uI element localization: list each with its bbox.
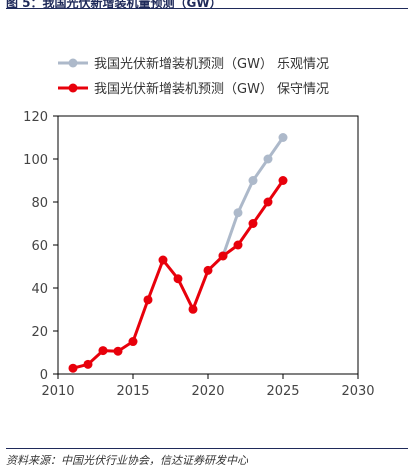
- figure-title: 图 5：我国光伏新增装机量预测（GW）: [6, 0, 222, 10]
- plot-area-frame: [57, 115, 359, 375]
- data-point: [158, 255, 168, 265]
- y-tick-label: 100: [23, 153, 48, 168]
- x-tick-label: 2010: [41, 384, 74, 399]
- data-point: [173, 274, 183, 284]
- data-point: [233, 208, 243, 218]
- y-tick-label: 20: [31, 325, 48, 340]
- data-point: [98, 346, 108, 356]
- x-tick-label: 2015: [116, 384, 149, 399]
- y-tick-label: 40: [31, 282, 48, 297]
- source-rule: [6, 448, 408, 449]
- series-line: [221, 136, 285, 257]
- series-conservative: [68, 176, 288, 373]
- data-point: [248, 176, 258, 185]
- x-tick-label: 2025: [266, 384, 299, 399]
- source-note: 资料来源：中国光伏行业协会，信达证券研发中心: [6, 454, 248, 467]
- data-point: [128, 337, 138, 347]
- data-point: [263, 197, 273, 207]
- data-point: [218, 251, 228, 261]
- y-tick-label: 120: [23, 110, 48, 125]
- legend-label: 我国光伏新增装机预测（GW） 乐观情况: [94, 56, 329, 72]
- y-tick-label: 0: [40, 368, 48, 383]
- series-optimistic: [218, 133, 288, 261]
- y-tick-label: 60: [31, 239, 48, 254]
- legend-label: 我国光伏新增装机预测（GW） 保守情况: [94, 81, 329, 97]
- y-tick-label: 80: [31, 196, 48, 211]
- data-point: [143, 295, 153, 305]
- data-point: [68, 363, 78, 373]
- legend-swatch-marker: [68, 58, 78, 68]
- x-tick-label: 2020: [191, 384, 224, 399]
- x-tick-label: 2030: [341, 384, 374, 399]
- chart-series: [68, 133, 288, 373]
- data-point: [248, 219, 258, 228]
- axis-ticks: 0 20 40 60 80 100 120 2010 2015 2020 2025 2030: [23, 110, 374, 399]
- legend-swatch-marker: [68, 83, 78, 93]
- data-point: [113, 346, 123, 356]
- data-point: [278, 133, 288, 142]
- title-rule: [6, 8, 408, 9]
- data-point: [188, 304, 198, 314]
- data-point: [233, 240, 243, 250]
- data-point: [203, 265, 213, 275]
- data-point: [278, 176, 288, 185]
- data-point: [83, 359, 93, 369]
- data-point: [263, 154, 273, 164]
